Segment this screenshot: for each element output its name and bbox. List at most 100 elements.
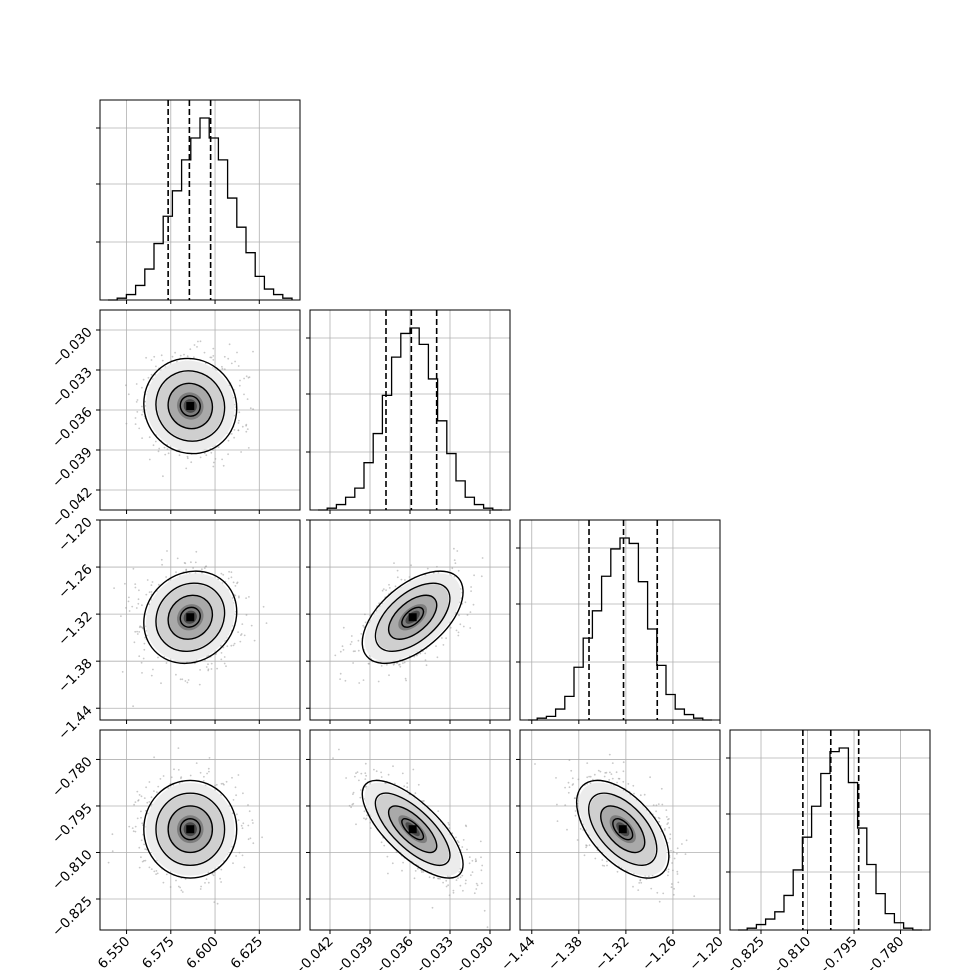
sample-point (235, 794, 238, 797)
sample-point (404, 677, 407, 680)
sample-point (461, 846, 464, 848)
density-peak (408, 613, 417, 622)
sample-point (143, 642, 146, 645)
sample-point (223, 656, 226, 658)
sample-point (452, 891, 455, 894)
sample-point (140, 810, 142, 813)
sample-point (247, 804, 249, 806)
sample-point (332, 757, 334, 759)
sample-point (140, 839, 143, 842)
panel-frame (309, 729, 511, 931)
sample-point (364, 772, 367, 775)
sample-point (220, 652, 223, 654)
sample-point (396, 576, 399, 579)
sample-point (199, 669, 202, 671)
sample-point (364, 621, 367, 624)
sample-point (195, 659, 198, 662)
sample-point (480, 869, 483, 872)
sample-point (150, 373, 153, 376)
panel-frame (99, 729, 301, 931)
sample-point (252, 822, 254, 824)
sample-point (462, 625, 465, 628)
sample-point (428, 876, 431, 879)
sample-point (386, 663, 388, 666)
sample-point (239, 379, 241, 382)
sample-point (393, 562, 395, 564)
contour-line (387, 594, 438, 640)
sample-point (153, 355, 156, 358)
sample-point (148, 458, 151, 461)
sample-point (237, 365, 240, 367)
contour-line (374, 582, 451, 652)
sample-point (148, 866, 151, 869)
sample-point (447, 822, 450, 824)
sample-point (207, 654, 210, 657)
sample-point (469, 611, 472, 613)
sample-point (483, 909, 486, 912)
sample-point (610, 773, 613, 775)
sample-point (387, 872, 389, 875)
sample-point (420, 871, 423, 873)
sample-point (352, 793, 354, 795)
sample-point (165, 662, 168, 664)
sample-point (668, 826, 671, 829)
sample-point (375, 770, 378, 773)
sample-point (419, 652, 422, 655)
sample-point (611, 762, 614, 764)
sample-point (465, 825, 468, 828)
sample-point (136, 630, 139, 633)
sample-point (121, 671, 124, 673)
sample-point (223, 368, 226, 371)
sample-point (405, 679, 407, 682)
sample-point (457, 877, 459, 879)
sample-point (219, 877, 222, 880)
sample-point (393, 662, 396, 665)
sample-point (474, 860, 477, 863)
sample-point (464, 601, 467, 604)
sample-point (681, 843, 683, 845)
density-peak (408, 825, 417, 834)
sample-point (425, 664, 428, 667)
sample-point (238, 419, 240, 422)
sample-point (442, 644, 445, 646)
sample-point (184, 680, 187, 682)
sample-point (111, 850, 114, 853)
sample-point (142, 378, 145, 381)
sample-point (141, 822, 144, 825)
sample-point (406, 786, 409, 789)
sample-point (241, 854, 244, 857)
sample-point (222, 573, 225, 576)
contour-line (361, 779, 464, 879)
sample-point (230, 362, 233, 365)
sample-point (369, 821, 372, 824)
sample-point (245, 430, 248, 433)
sample-point (352, 662, 354, 664)
sample-point (186, 457, 189, 460)
sample-point (436, 565, 438, 568)
contour-line (167, 382, 214, 430)
sample-point (380, 776, 383, 778)
sample-point (357, 649, 360, 652)
sample-point (134, 586, 137, 589)
sample-point (150, 591, 153, 593)
sample-point (179, 678, 182, 681)
panel-frame (99, 519, 301, 721)
sample-point (221, 365, 223, 368)
sample-point (356, 771, 359, 773)
sample-point (176, 557, 179, 560)
sample-point (413, 655, 416, 658)
sample-point (643, 793, 646, 796)
sample-point (402, 861, 404, 864)
sample-point (445, 885, 448, 888)
sample-point (157, 583, 160, 586)
sample-point (210, 356, 213, 359)
sample-point (398, 663, 401, 666)
sample-point (185, 568, 188, 571)
sample-point (453, 575, 456, 578)
sample-point (143, 843, 146, 846)
sample-point (247, 824, 250, 827)
sample-point (676, 852, 678, 855)
sample-point (201, 568, 203, 571)
sample-point (431, 906, 434, 909)
sample-point (676, 870, 679, 873)
